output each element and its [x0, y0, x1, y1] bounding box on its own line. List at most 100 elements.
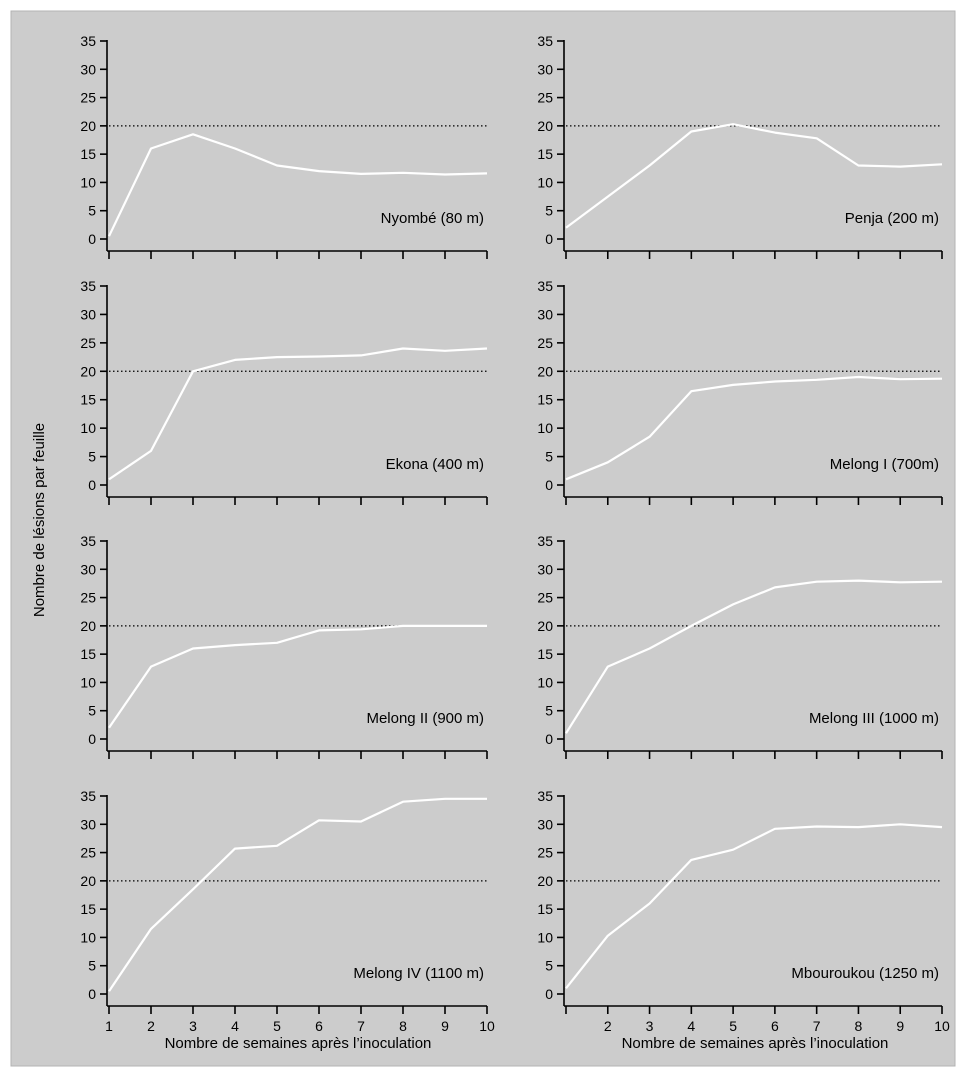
panel-label: Nyombé (80 m)	[381, 210, 484, 227]
y-tick-label: 10	[80, 674, 96, 690]
y-tick-label: 35	[537, 278, 553, 294]
y-tick-label: 30	[537, 561, 553, 577]
y-tick-label: 30	[537, 816, 553, 832]
x-tick-label: 4	[231, 1018, 239, 1034]
panel-2: 0 5 10 15 20 25 30 35 Penja (200 m)	[537, 33, 943, 259]
y-tick-label: 15	[537, 646, 553, 662]
y-tick-label: 15	[80, 392, 96, 408]
series-line	[108, 797, 487, 992]
y-tick-label: 30	[537, 306, 553, 322]
y-tick-label: 10	[80, 174, 96, 190]
x-tick-label: 3	[189, 1018, 197, 1034]
panel-6: 0 5 10 15 20 25 30 35 Melong III (1000 m)	[537, 533, 943, 759]
y-tick-label: 0	[545, 477, 553, 493]
y-tick-label: 10	[537, 674, 553, 690]
y-tick-label: 0	[545, 231, 553, 247]
x-axis-title-left: Nombre de semaines après l’inoculation	[165, 1035, 432, 1052]
y-tick-label: 20	[80, 118, 96, 134]
y-tick-label: 5	[545, 203, 553, 219]
y-tick-label: 15	[537, 146, 553, 162]
y-tick-label: 0	[545, 731, 553, 747]
y-tick-label: 5	[545, 449, 553, 465]
y-tick-label: 25	[537, 335, 553, 351]
y-tick-label: 35	[80, 33, 96, 49]
y-tick-label: 35	[537, 533, 553, 549]
y-tick-label: 20	[537, 873, 553, 889]
panel-label: Melong I (700m)	[830, 456, 939, 473]
x-tick-label: 6	[771, 1018, 779, 1034]
y-tick-label: 25	[80, 845, 96, 861]
y-tick-label: 30	[80, 306, 96, 322]
y-tick-label: 5	[545, 958, 553, 974]
panel-label: Penja (200 m)	[845, 210, 939, 227]
series-line	[108, 133, 488, 237]
x-tick-label: 9	[896, 1018, 904, 1034]
series-line	[565, 375, 943, 481]
panel-4: 0 5 10 15 20 25 30 35 Melong I (700m)	[537, 278, 943, 505]
series-line	[108, 347, 488, 481]
x-tick-label: 7	[357, 1018, 365, 1034]
y-tick-label: 35	[80, 278, 96, 294]
x-tick-label: 10	[934, 1018, 950, 1034]
y-tick-label: 30	[80, 61, 96, 77]
y-tick-label: 10	[80, 929, 96, 945]
y-tick-label: 20	[80, 363, 96, 379]
y-tick-label: 20	[80, 873, 96, 889]
y-tick-label: 25	[537, 90, 553, 106]
y-tick-label: 25	[80, 335, 96, 351]
x-tick-label: 9	[441, 1018, 449, 1034]
panel-1: 0 5 10 15 20 25 30 35 Nyombé (80 m)	[80, 33, 488, 259]
x-tick-label: 10	[479, 1018, 495, 1034]
panel-label: Mbouroukou (1250 m)	[791, 965, 939, 982]
y-tick-label: 25	[80, 90, 96, 106]
y-tick-label: 15	[537, 392, 553, 408]
y-tick-label: 20	[537, 618, 553, 634]
panel-label: Melong IV (1100 m)	[353, 965, 484, 982]
y-tick-label: 15	[80, 146, 96, 162]
x-tick-label: 7	[813, 1018, 821, 1034]
panel-5: 0 5 10 15 20 25 30 35 Melong II (900 m)	[80, 533, 488, 759]
panel-3: 0 5 10 15 20 25 30 35 Ekona (400 m)	[80, 278, 488, 505]
y-tick-label: 10	[80, 420, 96, 436]
x-tick-label: 3	[646, 1018, 654, 1034]
series-line	[108, 624, 487, 729]
y-tick-label: 35	[537, 33, 553, 49]
panel-label: Melong III (1000 m)	[809, 710, 939, 727]
series-line	[565, 579, 943, 734]
figure-background	[10, 10, 956, 1067]
y-tick-label: 5	[545, 703, 553, 719]
y-tick-label: 0	[88, 231, 96, 247]
y-tick-label: 0	[88, 477, 96, 493]
y-tick-label: 15	[80, 901, 96, 917]
y-tick-label: 10	[537, 174, 553, 190]
y-tick-label: 5	[88, 203, 96, 219]
y-tick-label: 25	[537, 845, 553, 861]
panel-label: Melong II (900 m)	[366, 710, 484, 727]
y-tick-label: 20	[80, 618, 96, 634]
x-tick-label: 8	[855, 1018, 863, 1034]
x-tick-label: 5	[729, 1018, 737, 1034]
y-tick-label: 25	[80, 590, 96, 606]
y-tick-label: 35	[80, 533, 96, 549]
x-tick-label: 1	[105, 1018, 113, 1034]
y-tick-label: 0	[545, 986, 553, 1002]
y-tick-label: 20	[537, 363, 553, 379]
x-tick-label: 2	[604, 1018, 612, 1034]
series-line	[565, 823, 943, 989]
y-tick-label: 10	[537, 420, 553, 436]
x-tick-label: 8	[399, 1018, 407, 1034]
y-tick-label: 0	[88, 986, 96, 1002]
y-tick-label: 25	[537, 590, 553, 606]
y-tick-label: 15	[80, 646, 96, 662]
panel-8: 0 5 10 15 20 25 30 35 2 3 4 5 6 7 8 9 10 Mbouroukou (1250…	[537, 788, 950, 1034]
y-tick-label: 20	[537, 118, 553, 134]
y-tick-label: 30	[80, 561, 96, 577]
x-axis-title-right: Nombre de semaines après l’inoculation	[622, 1035, 889, 1052]
y-tick-label: 15	[537, 901, 553, 917]
x-tick-label: 4	[687, 1018, 695, 1034]
panel-7: 0 5 10 15 20 25 30 35 1 2 3 4 5 6 7 8 9 10 Melong IV (1100…	[80, 788, 495, 1034]
y-tick-label: 35	[537, 788, 553, 804]
x-tick-label: 2	[147, 1018, 155, 1034]
